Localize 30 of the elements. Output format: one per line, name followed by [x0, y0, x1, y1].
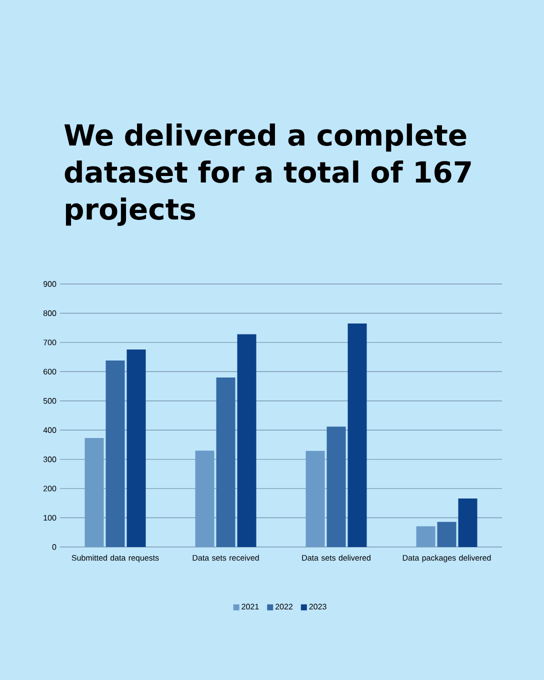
y-tick-label: 700 [44, 340, 56, 346]
legend-label: 2023 [309, 604, 326, 610]
legend-label: 2021 [242, 604, 259, 610]
y-tick-label: 600 [44, 368, 56, 374]
y-tick-label: 200 [44, 486, 56, 492]
y-tick-label: 500 [43, 398, 56, 404]
x-tick-label: Data packages delivered [402, 554, 491, 562]
x-tick-label: Submitted data requests [72, 554, 159, 562]
legend-label: 2022 [276, 604, 292, 610]
bar [84, 438, 104, 547]
bar [437, 522, 456, 547]
x-tick-label: Data sets delivered [302, 554, 370, 561]
bar [106, 360, 125, 547]
chart-title: We delivered a complete dataset for a total of 167 projects [64, 124, 471, 226]
bar [195, 450, 214, 547]
bar [237, 334, 256, 547]
bar [458, 498, 478, 547]
bar [326, 426, 346, 547]
y-tick-label: 400 [43, 427, 56, 433]
x-tick-label: Data sets received [192, 554, 259, 561]
bar [306, 450, 325, 547]
bar [126, 349, 146, 547]
bar [416, 526, 436, 547]
y-tick-label: 900 [43, 281, 56, 287]
y-tick-label: 100 [44, 514, 56, 521]
y-tick-label: 300 [43, 456, 56, 462]
bar [216, 378, 236, 547]
y-tick-label: 0 [52, 544, 56, 550]
y-tick-label: 800 [43, 310, 56, 316]
bar [348, 323, 367, 547]
